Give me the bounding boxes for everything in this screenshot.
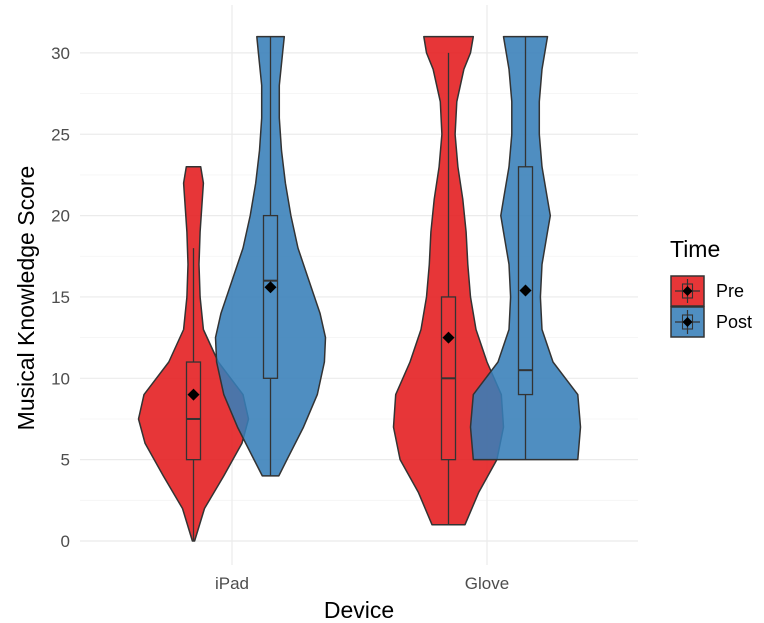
box-post-ipad xyxy=(262,214,279,379)
y-axis-ticks: 0 5 10 15 20 25 30 xyxy=(51,44,70,551)
x-tick-label: Glove xyxy=(465,574,509,593)
mean-point-pre-glove xyxy=(442,331,455,344)
legend: Time Pre Post xyxy=(670,236,752,338)
x-axis-title: Device xyxy=(324,597,394,623)
legend-label-post: Post xyxy=(716,312,752,332)
y-tick-label: 30 xyxy=(51,44,70,63)
mean-point-post-ipad xyxy=(264,281,277,294)
y-tick-label: 10 xyxy=(51,369,70,388)
box-post-glove xyxy=(517,166,534,396)
x-axis-ticks: iPad Glove xyxy=(215,574,509,593)
legend-key-mean xyxy=(682,286,693,296)
legend-key-mean xyxy=(682,317,693,327)
legend-label-pre: Pre xyxy=(716,281,744,301)
violin-post-ipad xyxy=(214,35,327,477)
y-tick-label: 25 xyxy=(51,125,70,144)
y-axis-title: Musical Knowledge Score xyxy=(13,166,39,431)
mean-point-post-glove xyxy=(519,284,532,297)
y-tick-label: 15 xyxy=(51,288,70,307)
plot-area xyxy=(137,35,582,542)
y-tick-label: 0 xyxy=(61,532,70,551)
y-tick-label: 20 xyxy=(51,207,70,226)
x-tick-label: iPad xyxy=(215,574,249,593)
violin-post-glove xyxy=(469,35,582,461)
y-tick-label: 5 xyxy=(61,451,70,470)
mean-point-pre-ipad xyxy=(187,388,200,401)
grid xyxy=(80,5,638,565)
legend-title: Time xyxy=(670,236,720,262)
box-pre-ipad xyxy=(185,361,202,461)
